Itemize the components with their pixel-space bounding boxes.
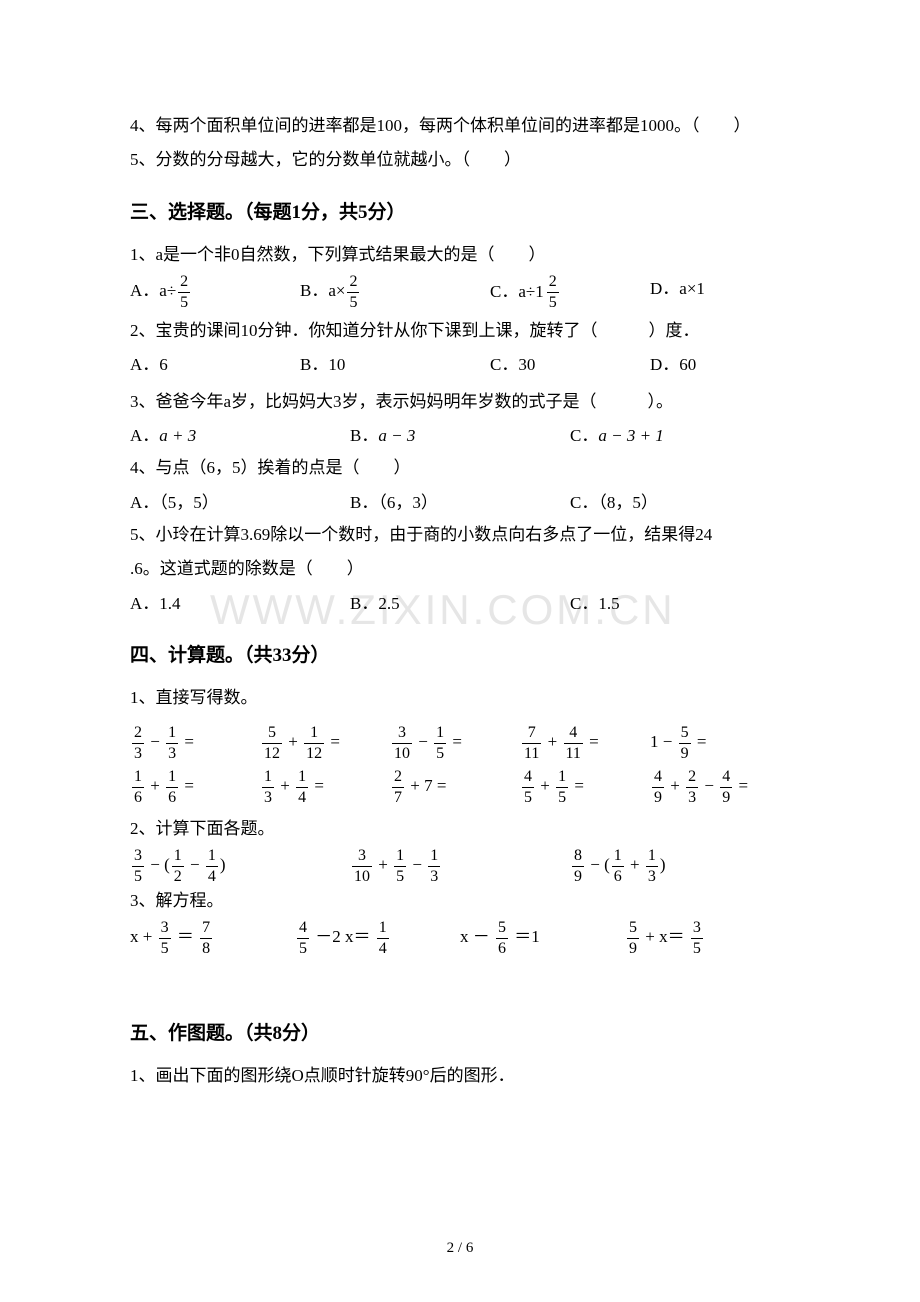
s3-q4-a: A．（5，5） <box>130 487 350 519</box>
calc-eq: x + 35 ＝ 7845 －2 x＝ 14x － 56 ＝159 + x＝ 3… <box>130 919 790 957</box>
s3-q4: 4、与点（6，5）挨着的点是（ ） <box>130 452 790 484</box>
s3-q5-l2: .6。这道式题的除数是（ ） <box>130 553 790 585</box>
calc-cell: 1 − 59 = <box>650 724 780 762</box>
s3-q2-a: A．6 <box>130 349 300 381</box>
s3-q3: 3、爸爸今年a岁，比妈妈大3岁，表示妈妈明年岁数的式子是（ ）。 <box>130 386 790 418</box>
s3-q2-c: C．30 <box>490 349 650 381</box>
expr-cell: 35 − (12 − 14) <box>130 847 350 885</box>
calc-expr2: 35 − (12 − 14)310 + 15 − 1389 − (16 + 13… <box>130 847 790 885</box>
section4-head: 四、计算题。（共33分） <box>130 638 790 674</box>
s3-q5-l1: 5、小玲在计算3.69除以一个数时，由于商的小数点向右多点了一位，结果得24 <box>130 519 790 551</box>
s3-q1-a: A．a÷25 <box>130 273 300 311</box>
eq-cell: 59 + x＝ 35 <box>625 919 790 957</box>
page-number: 2 / 6 <box>0 1234 920 1263</box>
s3-q3-c: C．a − 3 + 1 <box>570 420 664 452</box>
expr-cell: 89 − (16 + 13) <box>570 847 790 885</box>
s3-q2-choices: A．6 B．10 C．30 D．60 <box>130 349 790 381</box>
eq-cell: x + 35 ＝ 78 <box>130 919 295 957</box>
section5-head: 五、作图题。（共8分） <box>130 1016 790 1052</box>
s3-q1-c: C．a÷125 <box>490 273 650 311</box>
calc-cell: 711 + 411 = <box>520 724 650 762</box>
calc-cell: 13 + 14 = <box>260 768 390 806</box>
s3-q3-a: A．a + 3 <box>130 420 350 452</box>
calc-cell: 310 − 15 = <box>390 724 520 762</box>
eq-cell: x － 56 ＝1 <box>460 919 625 957</box>
tf-q5: 5、分数的分母越大，它的分数单位就越小。（ ） <box>130 144 790 176</box>
calc-cell: 23 − 13 = <box>130 724 260 762</box>
s3-q2-b: B．10 <box>300 349 490 381</box>
s4-p1: 1、直接写得数。 <box>130 682 790 714</box>
s3-q1-choices: A．a÷25 B．a×25 C．a÷125 D．a×1 <box>130 273 790 311</box>
calc-cell: 512 + 112 = <box>260 724 390 762</box>
expr-cell: 310 + 15 − 13 <box>350 847 570 885</box>
s5-q1: 1、画出下面的图形绕O点顺时针旋转90°后的图形． <box>130 1060 790 1092</box>
s3-q5-a: A．1.4 <box>130 588 350 620</box>
s3-q3-choices: A．a + 3 B．a − 3 C．a − 3 + 1 <box>130 420 790 452</box>
s3-q2-d: D．60 <box>650 349 696 381</box>
s4-p3: 3、解方程。 <box>130 885 790 917</box>
s3-q4-choices: A．（5，5） B．（6，3） C．（8，5） <box>130 487 790 519</box>
s3-q5-choices: A．1.4 B．2.5 C．1.5 <box>130 588 790 620</box>
calc-cell: 27 + 7 = <box>390 768 520 806</box>
calc-row1: 23 − 13 =512 + 112 =310 − 15 =711 + 411 … <box>130 724 790 762</box>
s3-q5-b: B．2.5 <box>350 588 570 620</box>
calc-cell: 49 + 23 − 49 = <box>650 768 780 806</box>
section3-head: 三、选择题。（每题1分，共5分） <box>130 195 790 231</box>
s3-q4-c: C．（8，5） <box>570 487 658 519</box>
calc-row2: 16 + 16 =13 + 14 =27 + 7 =45 + 15 =49 + … <box>130 768 790 806</box>
calc-cell: 16 + 16 = <box>130 768 260 806</box>
s3-q1-d: D．a×1 <box>650 273 705 311</box>
s3-q5-c: C．1.5 <box>570 588 620 620</box>
page-content: 4、每两个面积单位间的进率都是100，每两个体积单位间的进率都是1000。（ ）… <box>130 110 790 1092</box>
s3-q4-b: B．（6，3） <box>350 487 570 519</box>
s3-q1: 1、a是一个非0自然数，下列算式结果最大的是（ ） <box>130 239 790 271</box>
s3-q3-b: B．a − 3 <box>350 420 570 452</box>
s3-q1-b: B．a×25 <box>300 273 490 311</box>
s4-p2: 2、计算下面各题。 <box>130 813 790 845</box>
tf-q4: 4、每两个面积单位间的进率都是100，每两个体积单位间的进率都是1000。（ ） <box>130 110 790 142</box>
calc-cell: 45 + 15 = <box>520 768 650 806</box>
eq-cell: 45 －2 x＝ 14 <box>295 919 460 957</box>
s3-q2: 2、宝贵的课间10分钟．你知道分针从你下课到上课，旋转了（ ）度． <box>130 315 790 347</box>
